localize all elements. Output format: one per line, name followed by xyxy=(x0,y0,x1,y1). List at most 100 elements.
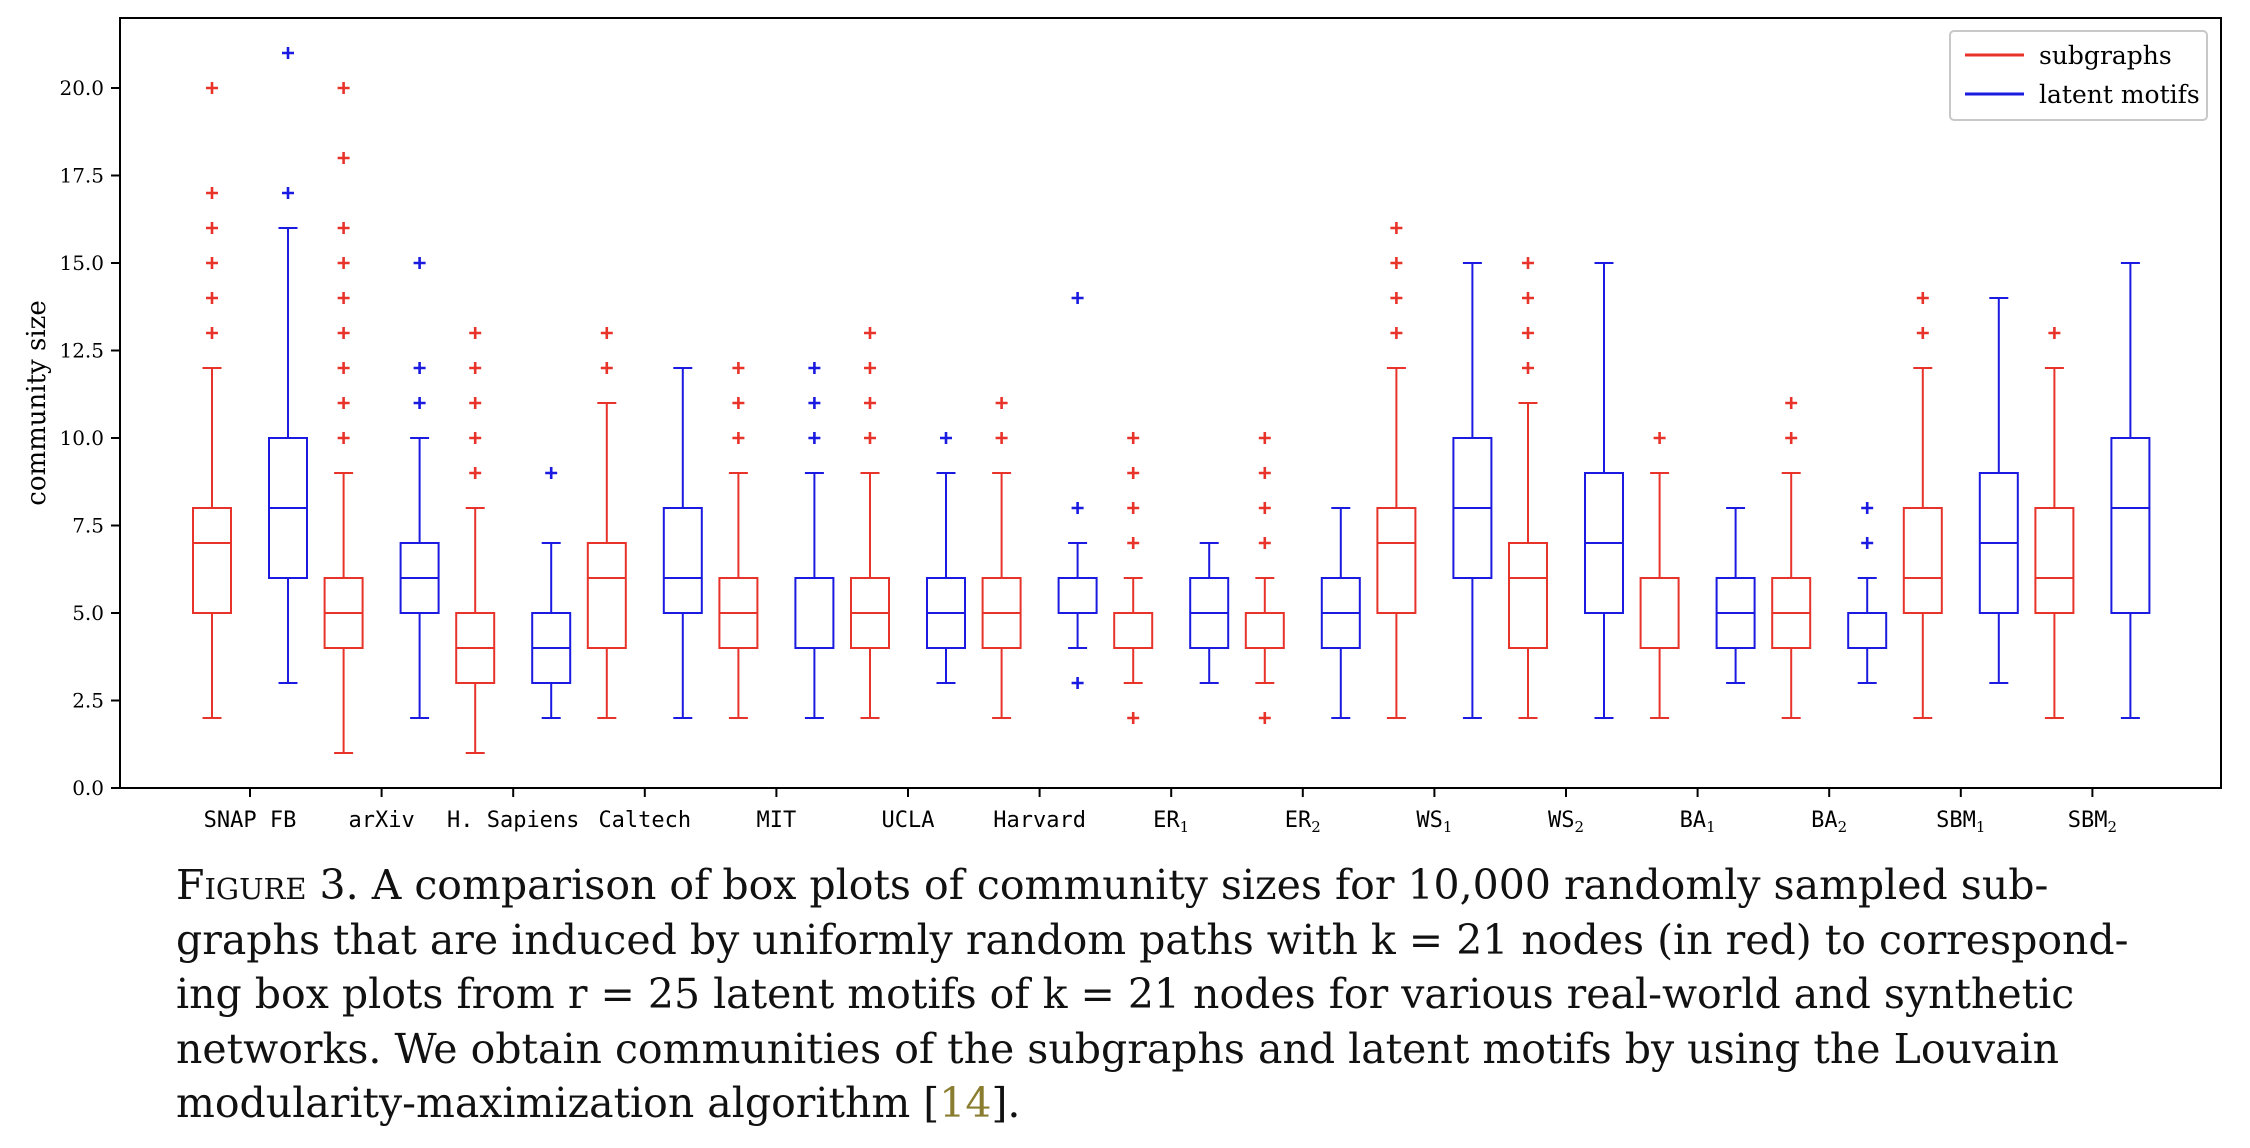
x-tick-label-subscript: 2 xyxy=(1574,818,1584,836)
caption-label: Figure 3. xyxy=(176,861,359,909)
flier-marker xyxy=(808,362,821,374)
iqr-box xyxy=(1847,612,1888,649)
box-0-9 xyxy=(1376,222,1417,719)
flier-marker xyxy=(469,432,482,444)
flier-marker xyxy=(337,222,350,234)
plot-area xyxy=(119,17,2222,789)
flier-marker xyxy=(1785,397,1798,409)
x-tick-label: MIT xyxy=(757,808,797,833)
flier-marker xyxy=(1390,222,1403,234)
flier-marker xyxy=(1258,467,1271,479)
x-tick-label-subscript: 1 xyxy=(1706,818,1716,836)
flier-marker xyxy=(469,327,482,339)
box-0-14 xyxy=(2034,327,2075,719)
box-1-14 xyxy=(2110,262,2151,719)
x-tick-label: SBM1 xyxy=(1936,808,1985,836)
flier-marker xyxy=(337,292,350,304)
iqr-box xyxy=(1508,542,1548,649)
flier-marker xyxy=(1522,327,1534,339)
x-tick-label: UCLA xyxy=(882,808,935,833)
flier-marker xyxy=(1071,292,1084,304)
caption-line-1: Figure 3. A comparison of box plots of c… xyxy=(176,858,2076,913)
box-1-9 xyxy=(1452,262,1493,719)
x-tick-label-subscript: 2 xyxy=(1311,818,1321,836)
x-tick-label: SBM2 xyxy=(2068,808,2117,836)
flier-marker xyxy=(206,292,218,304)
flier-marker xyxy=(2048,327,2061,339)
caption-text-5-end: ]. xyxy=(991,1079,1021,1127)
flier-marker xyxy=(1522,362,1534,374)
legend-frame xyxy=(1949,30,2208,121)
iqr-box xyxy=(794,577,835,649)
flier-marker xyxy=(1258,537,1271,549)
x-tick-label-subscript: 1 xyxy=(1443,818,1453,836)
y-tick-label: 2.5 xyxy=(72,689,104,713)
box-0-12 xyxy=(1771,397,1812,719)
flier-marker xyxy=(1785,432,1798,444)
caption-text-5: modularity-maximization algorithm [ xyxy=(176,1079,940,1127)
box-1-10 xyxy=(1584,262,1624,719)
x-tick-label: Caltech xyxy=(598,808,691,833)
flier-marker xyxy=(808,432,821,444)
x-tick-label-subscript: 1 xyxy=(1976,818,1986,836)
x-tick-label: Harvard xyxy=(993,808,1086,833)
x-tick-label: ER1 xyxy=(1153,808,1189,836)
flier-marker xyxy=(413,397,426,409)
x-tick-label: WS1 xyxy=(1416,808,1452,836)
box-1-13 xyxy=(1978,297,2019,684)
flier-marker xyxy=(1071,677,1084,689)
flier-marker xyxy=(1258,502,1271,514)
citation-link[interactable]: 14 xyxy=(939,1079,992,1127)
boxes xyxy=(192,47,2151,754)
box-1-0 xyxy=(268,47,308,684)
flier-marker xyxy=(940,432,952,444)
box-0-4 xyxy=(718,362,759,719)
flier-marker xyxy=(545,467,558,479)
flier-marker xyxy=(1522,292,1534,304)
box-0-10 xyxy=(1508,257,1548,719)
flier-marker xyxy=(1127,467,1140,479)
flier-marker xyxy=(600,362,613,374)
flier-marker xyxy=(1390,292,1403,304)
flier-marker xyxy=(732,362,745,374)
iqr-box xyxy=(1639,577,1680,649)
iqr-box xyxy=(1902,507,1943,614)
iqr-box xyxy=(1244,612,1285,649)
legend-label-latent-motifs: latent motifs xyxy=(2039,80,2200,109)
flier-marker xyxy=(337,257,350,269)
box-1-4 xyxy=(794,362,835,719)
box-1-1 xyxy=(399,257,440,719)
x-tick-label-subscript: 2 xyxy=(1838,818,1848,836)
iqr-box xyxy=(2110,437,2151,614)
iqr-box xyxy=(192,507,232,614)
flier-marker xyxy=(1258,712,1271,724)
legend: subgraphs latent motifs xyxy=(1949,30,2208,121)
flier-marker xyxy=(1258,432,1271,444)
box-0-3 xyxy=(586,327,627,719)
flier-marker xyxy=(206,222,218,234)
iqr-box xyxy=(1376,507,1417,614)
flier-marker xyxy=(995,397,1008,409)
x-tick-label: SNAP FB xyxy=(204,808,297,833)
y-tick-label: 15.0 xyxy=(59,251,104,275)
flier-marker xyxy=(337,397,350,409)
flier-marker xyxy=(732,397,745,409)
flier-marker xyxy=(1653,432,1666,444)
flier-marker xyxy=(1127,537,1140,549)
flier-marker xyxy=(600,327,613,339)
flier-marker xyxy=(1127,502,1140,514)
box-0-13 xyxy=(1902,292,1943,719)
flier-marker xyxy=(1861,502,1874,514)
flier-marker xyxy=(337,362,350,374)
box-0-5 xyxy=(850,327,890,719)
box-0-6 xyxy=(981,397,1022,719)
flier-marker xyxy=(206,327,218,339)
flier-marker xyxy=(206,257,218,269)
box-0-1 xyxy=(323,82,364,754)
box-1-8 xyxy=(1320,507,1361,719)
flier-marker xyxy=(1390,327,1403,339)
y-tick-label: 0.0 xyxy=(72,776,104,800)
flier-marker xyxy=(469,397,482,409)
x-axis: SNAP FB arXiv H. Sapiens Caltech MIT UCLA Harv… xyxy=(204,788,2117,836)
flier-marker xyxy=(413,362,426,374)
